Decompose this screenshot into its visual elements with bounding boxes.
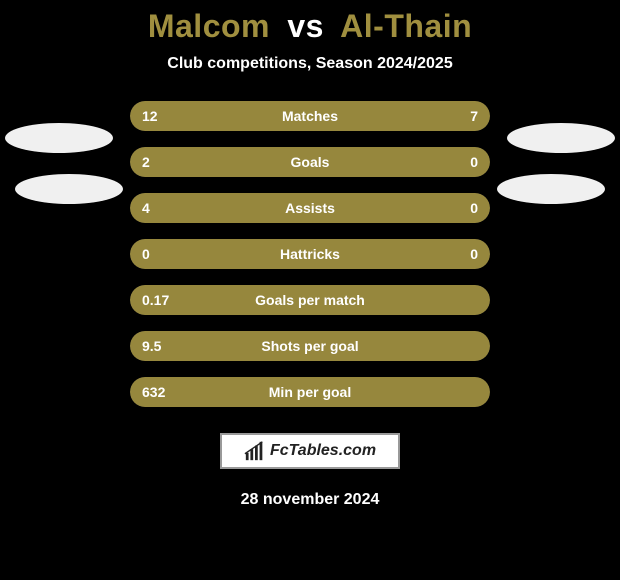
stat-label: Shots per goal: [261, 338, 358, 354]
stat-label: Goals per match: [255, 292, 365, 308]
site-logo: FcTables.com: [220, 433, 400, 469]
stat-value-left: 632: [142, 384, 165, 400]
page-title: Malcom vs Al-Thain: [0, 0, 620, 45]
stat-value-right: 7: [470, 108, 478, 124]
stat-value-left: 0: [142, 246, 150, 262]
stat-value-left: 12: [142, 108, 158, 124]
title-vs: vs: [287, 8, 324, 44]
stat-value-right: 0: [470, 200, 478, 216]
decoration-ellipse: [5, 123, 113, 153]
player1-name: Malcom: [148, 8, 270, 44]
stat-row: 0 Hattricks 0: [130, 239, 490, 269]
stat-row: 12 Matches 7: [130, 101, 490, 131]
stat-row: 4 Assists 0: [130, 193, 490, 223]
stat-row: 632 Min per goal: [130, 377, 490, 407]
stat-label: Min per goal: [269, 384, 351, 400]
stat-value-left: 9.5: [142, 338, 161, 354]
stat-value-left: 0.17: [142, 292, 169, 308]
stat-value-right: 0: [470, 246, 478, 262]
stat-value-right: 0: [470, 154, 478, 170]
decoration-ellipse: [507, 123, 615, 153]
stat-row: 0.17 Goals per match: [130, 285, 490, 315]
stat-value-left: 4: [142, 200, 150, 216]
logo-text: FcTables.com: [270, 442, 376, 460]
stat-label: Goals: [291, 154, 330, 170]
stat-label: Hattricks: [280, 246, 340, 262]
footer-date: 28 november 2024: [0, 491, 620, 509]
decoration-ellipse: [15, 174, 123, 204]
bar-chart-icon: [244, 440, 266, 462]
stat-value-left: 2: [142, 154, 150, 170]
decoration-ellipse: [497, 174, 605, 204]
subtitle: Club competitions, Season 2024/2025: [0, 55, 620, 73]
stat-label: Matches: [282, 108, 338, 124]
stat-row: 9.5 Shots per goal: [130, 331, 490, 361]
stat-label: Assists: [285, 200, 335, 216]
stat-row: 2 Goals 0: [130, 147, 490, 177]
player2-name: Al-Thain: [340, 8, 472, 44]
